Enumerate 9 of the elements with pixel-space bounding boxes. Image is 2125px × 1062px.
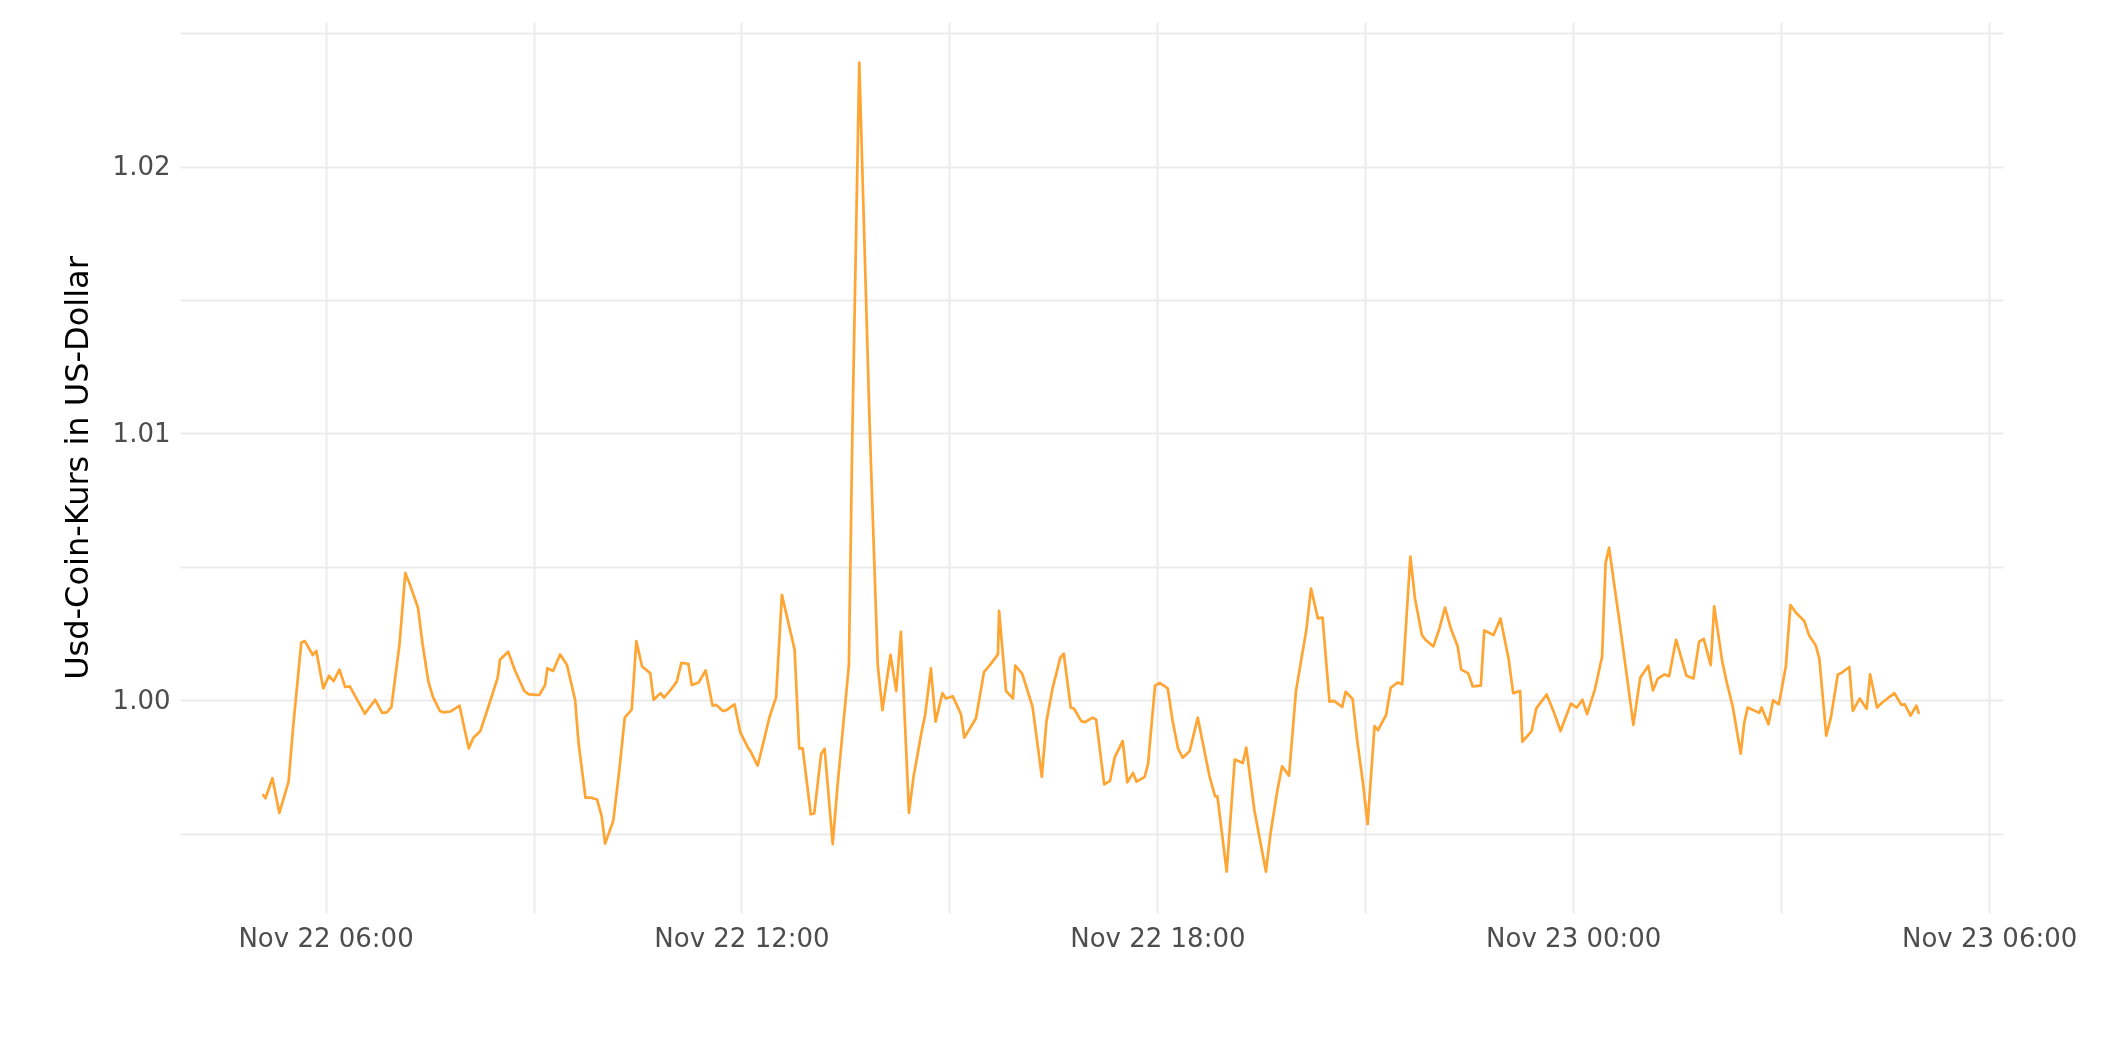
x-tick-label: Nov 23 00:00 [1486,922,1662,953]
x-tick-label: Nov 22 18:00 [1070,922,1246,953]
y-tick-label: 1.00 [112,684,171,715]
y-tick-label: 1.01 [112,417,171,448]
y-tick-label: 1.02 [112,151,171,182]
y-axis-title: Usd-Coin-Kurs in US-Dollar [57,255,96,680]
x-tick-label: Nov 22 06:00 [238,922,414,953]
x-tick-label: Nov 23 06:00 [1901,922,2078,953]
x-tick-label: Nov 22 12:00 [654,922,830,953]
